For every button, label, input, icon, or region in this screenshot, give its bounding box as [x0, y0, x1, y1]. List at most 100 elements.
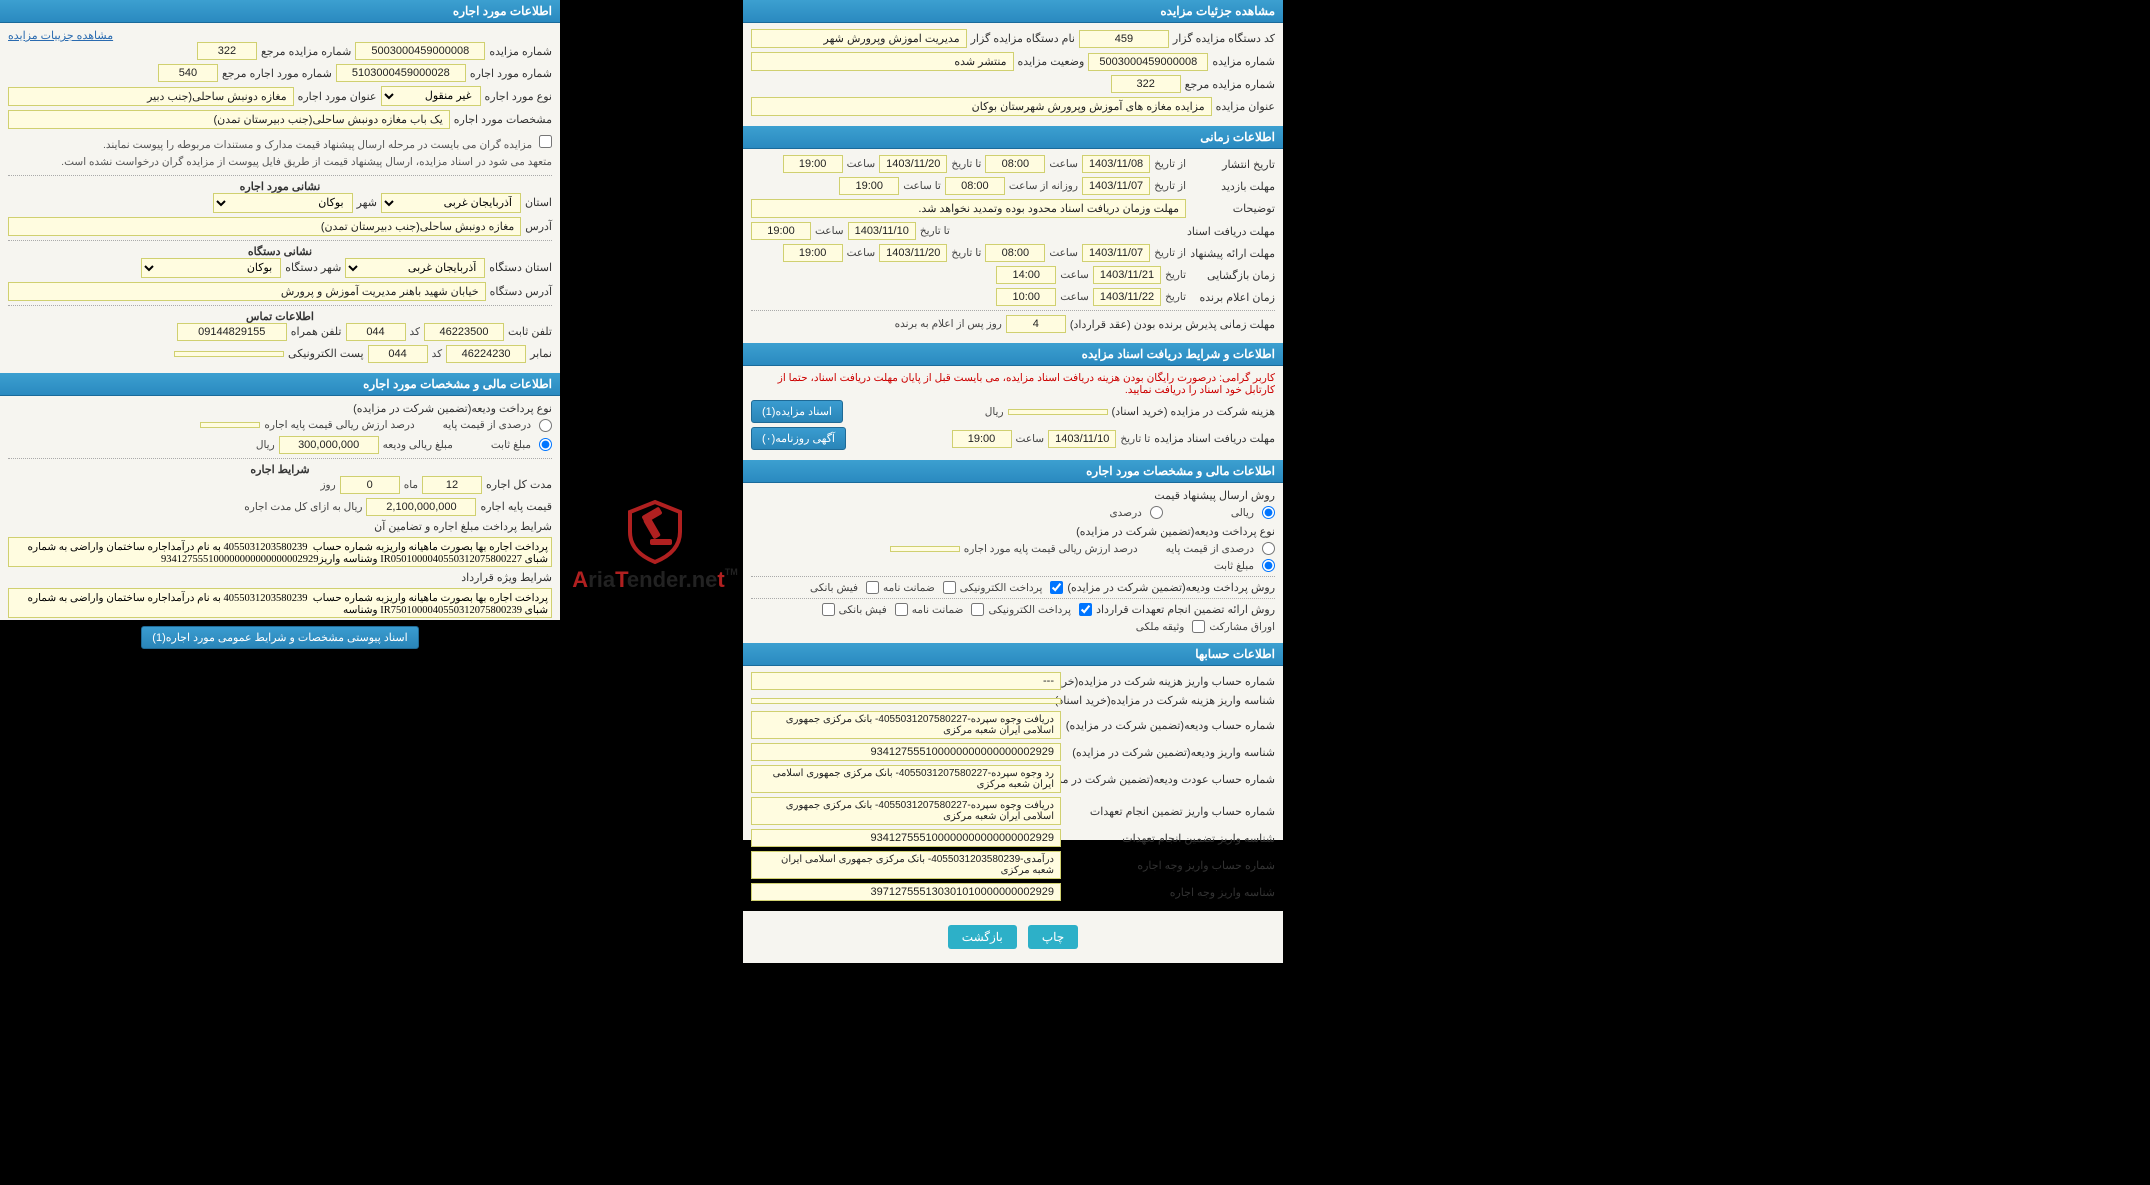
- sel-type[interactable]: غیر منقول: [381, 86, 481, 106]
- link-view-details[interactable]: مشاهده جزییات مزایده: [8, 30, 113, 42]
- lbl: ساعت: [1060, 269, 1089, 281]
- lbl: قیمت پایه اجاره: [480, 500, 552, 513]
- fld: 322: [197, 42, 257, 60]
- lbl: تا تاریخ: [951, 247, 981, 259]
- lbl: ریالی: [1231, 507, 1254, 519]
- ta-special-conditions: [8, 588, 552, 618]
- chk-elec[interactable]: [1050, 581, 1063, 594]
- btn-back[interactable]: بازگشت: [948, 925, 1017, 949]
- fld-email: [174, 351, 284, 357]
- sel-dev-city[interactable]: بوکان: [141, 258, 281, 278]
- lbl: ضمانت نامه: [912, 604, 964, 616]
- lbl: آدرس دستگاه: [490, 285, 552, 298]
- fld-date: 1403/11/20: [879, 244, 947, 262]
- lbl: اوراق مشارکت: [1209, 621, 1275, 633]
- fld-code: 044: [346, 323, 406, 341]
- lbl: فیش بانکی: [810, 582, 858, 594]
- left-sec2-body: نوع پرداخت ودیعه(تضمین شرکت در مزایده) د…: [0, 396, 560, 655]
- btn-newspaper[interactable]: آگهی روزنامه(۰): [751, 427, 846, 450]
- lbl: توضیحات: [1190, 202, 1275, 215]
- lbl: روز پس از اعلام به برنده: [895, 318, 1002, 330]
- radio-fixed[interactable]: [1262, 559, 1275, 572]
- lbl: مشخصات مورد اجاره: [454, 113, 552, 126]
- lbl: درصدی از قیمت پایه: [443, 419, 531, 431]
- radio-pct-base[interactable]: [1262, 542, 1275, 555]
- lbl: نوع پرداخت ودیعه(تضمین شرکت در مزایده): [1076, 525, 1275, 538]
- fld-date: 1403/11/10: [848, 222, 916, 240]
- lbl: ضمانت نامه: [883, 582, 935, 594]
- fld-date: 1403/11/08: [1082, 155, 1150, 173]
- logo-text: AriaTender.netTM: [565, 567, 745, 593]
- lbl: از تاریخ: [1154, 158, 1186, 170]
- chk-note1[interactable]: [539, 135, 552, 148]
- lbl: تاریخ انتشار: [1190, 158, 1275, 171]
- lbl: روش ارائه تضمین انجام تعهدات قرارداد: [1096, 603, 1275, 616]
- lbl: مبلغ ثابت: [1214, 560, 1254, 572]
- fld: 5003000459000008: [355, 42, 485, 60]
- lbl: شناسه واریز هزینه شرکت در مزایده(خرید اس…: [1065, 694, 1275, 707]
- lbl: عنوان مورد اجاره: [298, 90, 377, 103]
- lbl: مبلغ ریالی ودیعه: [383, 439, 453, 451]
- radio-fixed2[interactable]: [539, 438, 552, 451]
- fld-time: 08:00: [985, 155, 1045, 173]
- lbl: تا تاریخ: [920, 225, 950, 237]
- fld-ref-no: 322: [1111, 75, 1181, 93]
- sec4-header: اطلاعات مالی و مشخصات مورد اجاره: [743, 460, 1283, 483]
- ta-conditions: [8, 537, 552, 567]
- lbl: مدت کل اجاره: [486, 478, 552, 491]
- sec3-body: کاربر گرامی: درصورت رایگان بودن هزینه در…: [743, 366, 1283, 460]
- radio-percent[interactable]: [1150, 506, 1163, 519]
- fld-time: 19:00: [751, 222, 811, 240]
- lbl: استان: [525, 196, 552, 209]
- lbl: ساعت: [847, 247, 876, 259]
- fld: درآمدی-4055031203580239- بانک مرکزی جمهو…: [751, 851, 1061, 879]
- sel-dev-province[interactable]: آذربایجان غربی: [345, 258, 485, 278]
- lbl: از تاریخ: [1154, 247, 1186, 259]
- fld-pct: [890, 546, 960, 552]
- note-text: متعهد می شود در اسناد مزایده، ارسال پیشن…: [61, 156, 552, 168]
- chk-bank[interactable]: [866, 581, 879, 594]
- sel-city[interactable]: بوکان: [213, 193, 353, 213]
- sel-province[interactable]: آذربایجان غربی: [381, 193, 521, 213]
- fld-title: مزایده مغازه های آموزش وپرورش شهرستان بو…: [751, 97, 1212, 116]
- btn-attachments[interactable]: اسناد پیوستی مشخصات و شرایط عمومی مورد ا…: [141, 626, 418, 649]
- fld-org-code: 459: [1079, 30, 1169, 48]
- lbl: شماره حساب ودیعه(تضمین شرکت در مزایده): [1065, 719, 1275, 732]
- chk2-guarantee[interactable]: [971, 603, 984, 616]
- lbl: کد: [410, 326, 421, 338]
- lbl: شماره حساب واریز تضمین انجام تعهدات: [1065, 805, 1275, 818]
- fld: [200, 422, 260, 428]
- sec3-header: اطلاعات و شرایط دریافت اسناد مزایده: [743, 343, 1283, 366]
- chk-guarantee[interactable]: [943, 581, 956, 594]
- lbl: شماره حساب عودت ودیعه(تضمین شرکت در مزای…: [1065, 773, 1275, 786]
- chk2-elec[interactable]: [1079, 603, 1092, 616]
- radio-riyali[interactable]: [1262, 506, 1275, 519]
- left-sec2-header: اطلاعات مالی و مشخصات مورد اجاره: [0, 373, 560, 396]
- btn-print[interactable]: چاپ: [1028, 925, 1078, 949]
- lbl: تلفن ثابت: [508, 325, 552, 338]
- chk2-bank[interactable]: [895, 603, 908, 616]
- lbl: شهر دستگاه: [285, 261, 341, 274]
- fld-time: 08:00: [945, 177, 1005, 195]
- fld: 934127555100000000000000002929: [751, 743, 1061, 761]
- chk2-property[interactable]: [1192, 620, 1205, 633]
- lbl: ساعت: [1060, 291, 1089, 303]
- lbl: درصدی از قیمت پایه: [1166, 543, 1254, 555]
- addr-header: نشانی مورد اجاره: [8, 180, 552, 193]
- chk2-securities[interactable]: [822, 603, 835, 616]
- fld-date: 1403/11/10: [1048, 430, 1116, 448]
- fld: دریافت وجوه سپرده-4055031207580227- بانک…: [751, 797, 1061, 825]
- radio-pct-base2[interactable]: [539, 419, 552, 432]
- lbl: روش پرداخت ودیعه(تضمین شرکت در مزایده): [1067, 581, 1275, 594]
- btn-auction-docs[interactable]: اسناد مزایده(1): [751, 400, 843, 423]
- sec1-header: مشاهده جزئیات مزایده: [743, 0, 1283, 23]
- lbl: ریال: [985, 406, 1004, 418]
- lbl: مهلت ارائه پیشنهاد: [1190, 247, 1275, 260]
- lbl: درصد ارزش ریالی قیمت پایه اجاره: [264, 419, 414, 431]
- lbl: مهلت دریافت اسناد: [1190, 225, 1275, 238]
- fld-base-price: 2,100,000,000: [366, 498, 476, 516]
- warning-text: کاربر گرامی: درصورت رایگان بودن هزینه در…: [751, 372, 1275, 396]
- gavel-shield-icon: [620, 497, 690, 567]
- lbl: نوع پرداخت ودیعه(تضمین شرکت در مزایده): [353, 402, 552, 415]
- lbl: تا ساعت: [903, 180, 941, 192]
